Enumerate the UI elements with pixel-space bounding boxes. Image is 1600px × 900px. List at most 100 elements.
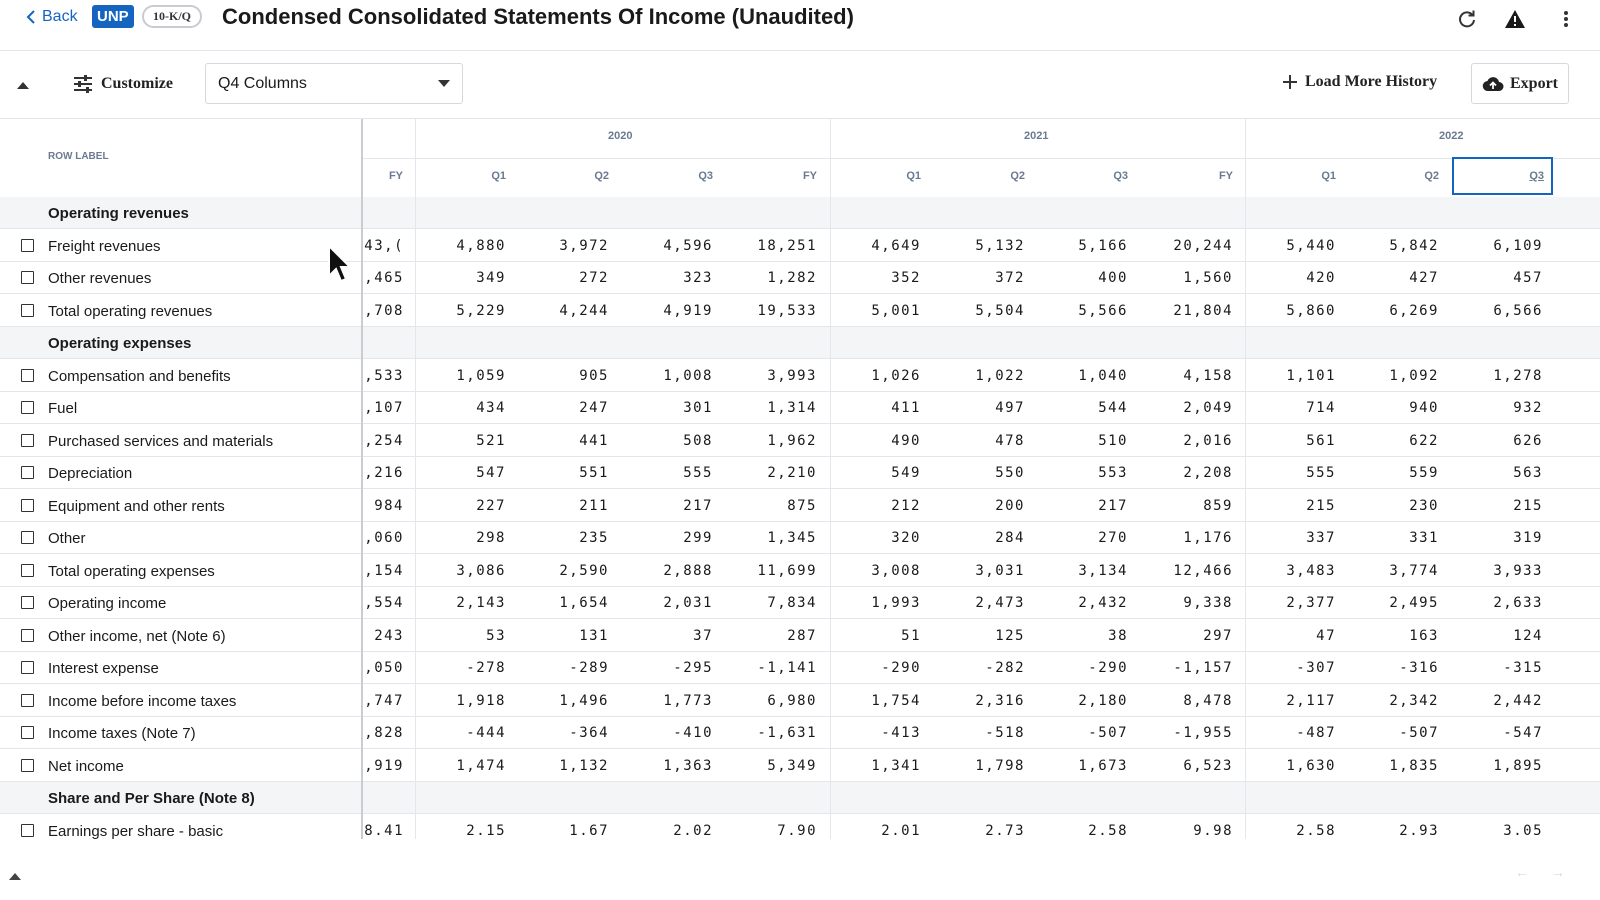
- table-cell[interactable]: 2,473: [975, 595, 1025, 611]
- table-row[interactable]: Compensation and benefits 4,533 1,059 905 1,…: [0, 360, 1600, 392]
- table-cell[interactable]: 3,008: [871, 562, 921, 579]
- table-cell[interactable]: 3,554: [364, 595, 404, 611]
- table-cell[interactable]: 5,440: [1286, 237, 1336, 254]
- table-cell[interactable]: 5,842: [1389, 237, 1439, 254]
- table-cell[interactable]: 5,504: [975, 302, 1025, 319]
- row-checkbox[interactable]: [21, 498, 34, 512]
- table-cell[interactable]: -315: [1503, 660, 1543, 676]
- table-cell[interactable]: -289: [569, 660, 609, 676]
- section-header-row[interactable]: Operating expenses: [0, 327, 1600, 359]
- table-cell[interactable]: 163: [1409, 627, 1439, 644]
- table-cell[interactable]: 555: [683, 465, 713, 481]
- table-cell[interactable]: 1,708: [364, 302, 404, 319]
- table-cell[interactable]: 337: [1306, 530, 1336, 546]
- table-cell[interactable]: 1,040: [1078, 367, 1128, 384]
- table-cell[interactable]: 497: [995, 400, 1025, 416]
- table-cell[interactable]: 247: [579, 400, 609, 416]
- table-cell[interactable]: 19,533: [757, 302, 817, 319]
- table-cell[interactable]: 2,180: [1078, 692, 1128, 709]
- table-cell[interactable]: 7.90: [777, 822, 817, 839]
- table-cell[interactable]: 2.58: [1088, 822, 1128, 839]
- table-cell[interactable]: 1,176: [1183, 530, 1233, 546]
- table-cell[interactable]: 1,754: [871, 692, 921, 709]
- table-cell[interactable]: 7,747: [364, 692, 404, 709]
- table-cell[interactable]: 124: [1513, 627, 1543, 644]
- table-cell[interactable]: 5,919: [364, 757, 404, 774]
- table-cell[interactable]: 940: [1409, 400, 1439, 416]
- table-cell[interactable]: 1,363: [663, 757, 713, 774]
- table-cell[interactable]: 1,773: [663, 692, 713, 709]
- ticker-badge[interactable]: UNP: [92, 5, 134, 28]
- table-cell[interactable]: 1,345: [767, 530, 817, 546]
- table-cell[interactable]: 2,107: [364, 400, 404, 416]
- table-cell[interactable]: 2,888: [663, 562, 713, 579]
- table-cell[interactable]: -278: [466, 660, 506, 676]
- table-cell[interactable]: -290: [881, 660, 921, 676]
- table-cell[interactable]: 1,026: [871, 367, 921, 384]
- table-cell[interactable]: 4,596: [663, 237, 713, 254]
- table-cell[interactable]: 551: [579, 465, 609, 481]
- table-cell[interactable]: 3,134: [1078, 562, 1128, 579]
- row-checkbox[interactable]: [21, 726, 34, 739]
- table-cell[interactable]: 2,342: [1389, 692, 1439, 709]
- row-checkbox[interactable]: [21, 661, 34, 674]
- table-cell[interactable]: 2,216: [364, 465, 404, 481]
- table-cell[interactable]: 1,059: [456, 367, 506, 384]
- table-cell[interactable]: 984: [374, 497, 404, 514]
- table-cell[interactable]: 2,117: [1286, 692, 1336, 709]
- table-cell[interactable]: 20,244: [1173, 237, 1233, 254]
- table-cell[interactable]: 51: [901, 627, 921, 644]
- filing-type-badge[interactable]: 10-K/Q: [142, 5, 202, 28]
- table-cell[interactable]: 1,092: [1389, 367, 1439, 384]
- table-cell[interactable]: 2,432: [1078, 595, 1128, 611]
- table-cell[interactable]: 2,143: [456, 595, 506, 611]
- table-cell[interactable]: 4,533: [364, 367, 404, 384]
- load-more-history-button[interactable]: Load More History: [1283, 73, 1437, 91]
- table-cell[interactable]: 331: [1409, 530, 1439, 546]
- table-cell[interactable]: 508: [683, 432, 713, 449]
- table-cell[interactable]: 1,341: [871, 757, 921, 774]
- table-cell[interactable]: 5,349: [767, 757, 817, 774]
- table-row[interactable]: Other income, net (Note 6) 243 53 131 37 287 5…: [0, 620, 1600, 652]
- table-cell[interactable]: 563: [1513, 465, 1543, 481]
- table-cell[interactable]: 6,980: [767, 692, 817, 709]
- table-cell[interactable]: -507: [1399, 725, 1439, 741]
- table-cell[interactable]: 1,496: [559, 692, 609, 709]
- table-cell[interactable]: 1,560: [1183, 270, 1233, 286]
- row-checkbox[interactable]: [21, 238, 34, 252]
- table-cell[interactable]: 270: [1098, 530, 1128, 546]
- table-cell[interactable]: 131: [579, 627, 609, 644]
- table-cell[interactable]: 549: [891, 465, 921, 481]
- table-cell[interactable]: 1,630: [1286, 757, 1336, 774]
- table-cell[interactable]: 5,132: [975, 237, 1025, 254]
- table-cell[interactable]: 1,835: [1389, 757, 1439, 774]
- table-cell[interactable]: 5,229: [456, 302, 506, 319]
- table-cell[interactable]: -547: [1503, 725, 1543, 741]
- table-cell[interactable]: -290: [1088, 660, 1128, 676]
- table-cell[interactable]: 547: [476, 465, 506, 481]
- table-cell[interactable]: 2,208: [1183, 465, 1233, 481]
- column-header[interactable]: Q2: [594, 170, 609, 182]
- table-cell[interactable]: 1,474: [456, 757, 506, 774]
- table-cell[interactable]: -364: [569, 725, 609, 741]
- table-cell[interactable]: 2,633: [1493, 595, 1543, 611]
- table-cell[interactable]: 544: [1098, 400, 1128, 416]
- table-row[interactable]: Other 1,060 298 235 299 1,345 320 284 270 1,176 33…: [0, 522, 1600, 554]
- collapse-up-icon[interactable]: [16, 77, 30, 95]
- table-row[interactable]: Freight revenues),243 4,880 3,972 4,596 18,2…: [0, 230, 1600, 262]
- column-header[interactable]: Q3: [1113, 170, 1128, 182]
- table-cell[interactable]: 1.67: [569, 822, 609, 839]
- arrow-right-icon[interactable]: →: [1551, 864, 1565, 880]
- table-cell[interactable]: 427: [1409, 270, 1439, 286]
- table-cell[interactable]: 1,673: [1078, 757, 1128, 774]
- table-cell[interactable]: 230: [1409, 497, 1439, 514]
- table-cell[interactable]: 1,654: [559, 595, 609, 611]
- table-cell[interactable]: 4,880: [456, 237, 506, 254]
- table-cell[interactable]: 38: [1108, 627, 1128, 644]
- table-row[interactable]: Income taxes (Note 7) 1,828 -444 -364 -410 -1…: [0, 717, 1600, 749]
- column-header[interactable]: Q3: [698, 170, 713, 182]
- refresh-icon[interactable]: [1456, 8, 1478, 30]
- table-cell[interactable]: 4,919: [663, 302, 713, 319]
- table-cell[interactable]: 299: [683, 530, 713, 546]
- row-checkbox[interactable]: [21, 466, 34, 479]
